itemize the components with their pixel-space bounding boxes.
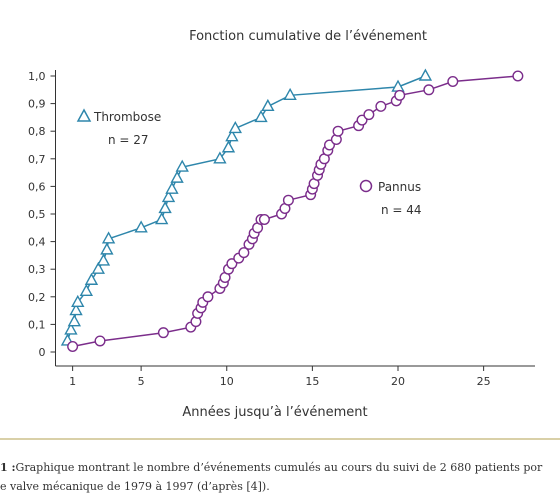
caption-figure-label: 1 : [0, 461, 16, 474]
x-tick-label-1: 5 [138, 375, 145, 388]
series-pannus-point-44 [512, 70, 524, 82]
series-thrombose-point-19 [221, 140, 236, 153]
series-pannus-point-24 [282, 194, 294, 206]
y-tick-label-7: 0,7 [28, 153, 46, 166]
series-thrombose-point-2 [67, 314, 82, 327]
y-tick-label-2: 0,2 [28, 291, 46, 304]
y-tick-label-3: 0,3 [28, 263, 46, 276]
series-thrombose-point-16 [170, 170, 184, 183]
legend-pannus-circle-icon [359, 179, 373, 193]
series-thrombose-point-7 [91, 261, 105, 274]
series-thrombose-point-1 [64, 322, 78, 335]
y-tick-label-4: 0,4 [28, 236, 46, 249]
legend-pannus-n: n = 44 [381, 203, 422, 217]
caption-line-2: e valve mécanique de 1979 à 1997 (d’aprè… [0, 480, 270, 493]
legend-thrombose: Thrombose n = 27 [76, 108, 161, 147]
series-pannus-point-15 [238, 247, 250, 259]
chart-title: Fonction cumulative de l’événement [189, 29, 427, 44]
series-thrombose-point-9 [100, 242, 114, 255]
y-tick-label-1: 0,1 [28, 318, 46, 331]
series-pannus-point-38 [363, 109, 375, 121]
series-pannus-point-2 [157, 327, 169, 339]
x-tick-label-4: 20 [391, 375, 405, 388]
series-thrombose-point-21 [228, 120, 242, 134]
series-thrombose-point-8 [96, 253, 111, 266]
series-thrombose-point-14 [161, 189, 176, 203]
series-pannus-point-43 [447, 76, 459, 88]
y-tick-label-5: 0,5 [28, 208, 46, 221]
x-tick-label-5: 25 [477, 375, 491, 388]
caption-line-1: Graphique montrant le nombre d’événement… [15, 461, 543, 474]
legend-pannus: Pannus n = 44 [359, 179, 422, 217]
x-axis-label: Années jusqu’à l’événement [182, 405, 367, 420]
series-thrombose-point-5 [79, 283, 94, 296]
series-pannus-point-42 [423, 84, 435, 96]
caption-divider [0, 438, 560, 440]
series-thrombose-point-12 [154, 212, 169, 225]
x-tick-label-0: 1 [69, 375, 76, 388]
series-thrombose-point-24 [283, 87, 297, 101]
y-tick-label-0: 0 [39, 346, 46, 359]
x-tick-label-3: 15 [305, 375, 319, 388]
series-thrombose-point-13 [158, 201, 172, 214]
x-tick-label-2: 10 [220, 375, 234, 388]
series-pannus-point-35 [332, 125, 344, 137]
x-ticks: 1 5 10 15 20 25 [69, 366, 491, 388]
series-thrombose-point-26 [418, 68, 433, 81]
series-thrombose-point-18 [213, 151, 227, 164]
series-pannus-point-1 [94, 335, 106, 347]
series-thrombose-point-22 [254, 109, 268, 123]
series-thrombose-point-6 [84, 272, 99, 285]
y-tick-label-6: 0,6 [28, 180, 46, 193]
cumulative-event-chart: Fonction cumulative de l’événement 1 5 10 1… [28, 29, 535, 420]
series-thrombose-point-20 [225, 129, 239, 142]
series-thrombose-point-11 [134, 220, 148, 233]
y-ticks: 0 0,1 0,2 0,3 0,4 0,5 0,6 0,7 0,8 0,9 1,0 [28, 70, 56, 359]
series-pannus-point-8 [202, 291, 214, 303]
legend-thrombose-label: Thrombose [93, 110, 161, 124]
series-thrombose-point-15 [165, 181, 179, 194]
y-tick-label-9: 0,9 [28, 98, 46, 111]
series-thrombose-point-3 [69, 303, 83, 316]
figure-caption: 1 :Graphique montrant le nombre d’événem… [0, 458, 560, 496]
axes [55, 70, 535, 367]
legend-pannus-label: Pannus [378, 180, 421, 194]
series-pannus-point-21 [258, 214, 270, 226]
series-pannus-point-39 [375, 100, 387, 112]
series-pannus-point-0 [67, 340, 79, 352]
series-thrombose-point-17 [175, 159, 189, 172]
series-thrombose-point-23 [261, 98, 275, 112]
series-thrombose-point-4 [71, 294, 85, 308]
legend-thrombose-n: n = 27 [108, 133, 149, 147]
y-tick-label-10: 1,0 [28, 70, 46, 83]
series-thrombose-point-10 [101, 231, 116, 244]
series-pannus-point-41 [394, 89, 406, 101]
y-tick-label-8: 0,8 [28, 125, 46, 138]
legend-thrombose-triangle-icon [76, 108, 92, 122]
series-layer [60, 68, 524, 352]
